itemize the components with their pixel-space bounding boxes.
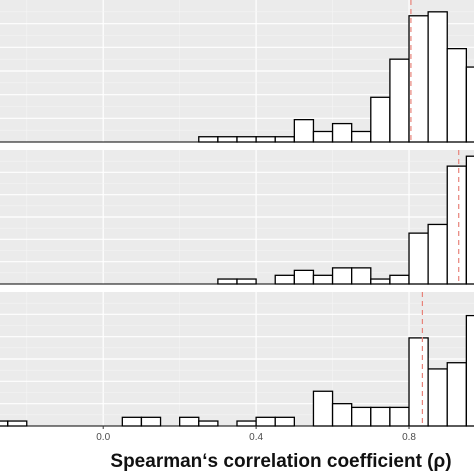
- histogram-bar: [427, 223, 448, 285]
- histogram-bar: [140, 416, 162, 427]
- panel-3: [0, 292, 474, 427]
- histogram-bar: [351, 406, 372, 427]
- histogram-bar: [331, 122, 353, 143]
- histogram-bar: [370, 96, 391, 143]
- histogram-bar: [217, 136, 238, 143]
- histogram-panels: [0, 0, 474, 427]
- histogram-bar: [198, 136, 219, 143]
- histogram-bar: [408, 15, 429, 143]
- histogram-bar: [446, 47, 468, 143]
- histogram-bar: [446, 362, 468, 427]
- histogram-bar: [351, 130, 372, 143]
- histogram-bar: [179, 416, 200, 427]
- histogram-bar: [293, 118, 315, 143]
- histogram-bar: [465, 155, 474, 285]
- panel-1: [0, 0, 474, 143]
- histogram-bar: [331, 403, 353, 427]
- histogram-bar: [274, 274, 295, 285]
- histogram-bar: [255, 416, 276, 427]
- panel-2: [0, 150, 474, 285]
- histogram-bar: [351, 267, 372, 285]
- histogram-bar: [121, 416, 143, 427]
- histogram-bar: [312, 274, 334, 285]
- histogram-bar: [198, 420, 219, 427]
- histogram-bar: [408, 337, 429, 427]
- histogram-bar: [217, 278, 238, 285]
- histogram-bar: [370, 278, 391, 285]
- histogram-bar: [331, 267, 353, 285]
- x-axis: 0.0 0.4 0.8: [96, 426, 416, 443]
- histogram-bar: [427, 11, 448, 143]
- histogram-bar: [389, 274, 410, 285]
- histogram-bar: [446, 165, 468, 285]
- histogram-bar: [389, 58, 410, 143]
- histogram-bar: [389, 406, 410, 427]
- histogram-bar: [274, 136, 295, 143]
- histogram-bar: [236, 420, 257, 427]
- histogram-bar: [465, 66, 474, 143]
- histogram-bar: [236, 136, 257, 143]
- histogram-bar: [408, 232, 429, 285]
- x-axis-title: Spearman‘s correlation coefficient (ρ): [110, 451, 451, 472]
- histogram-bar: [465, 314, 474, 427]
- histogram-bar: [370, 406, 391, 427]
- x-tick-label: 0.4: [249, 432, 263, 443]
- histogram-bar: [293, 269, 315, 285]
- histogram-bar: [427, 368, 448, 427]
- histogram-bar: [255, 136, 276, 143]
- histogram-bar: [312, 390, 334, 427]
- histogram-bar: [236, 278, 257, 285]
- histogram-bar: [312, 130, 334, 143]
- histogram-bar: [274, 416, 295, 427]
- x-tick-label: 0.8: [402, 432, 416, 443]
- x-tick-label: 0.0: [96, 432, 110, 443]
- histogram-bar: [6, 420, 28, 427]
- histogram-bar: [0, 420, 9, 427]
